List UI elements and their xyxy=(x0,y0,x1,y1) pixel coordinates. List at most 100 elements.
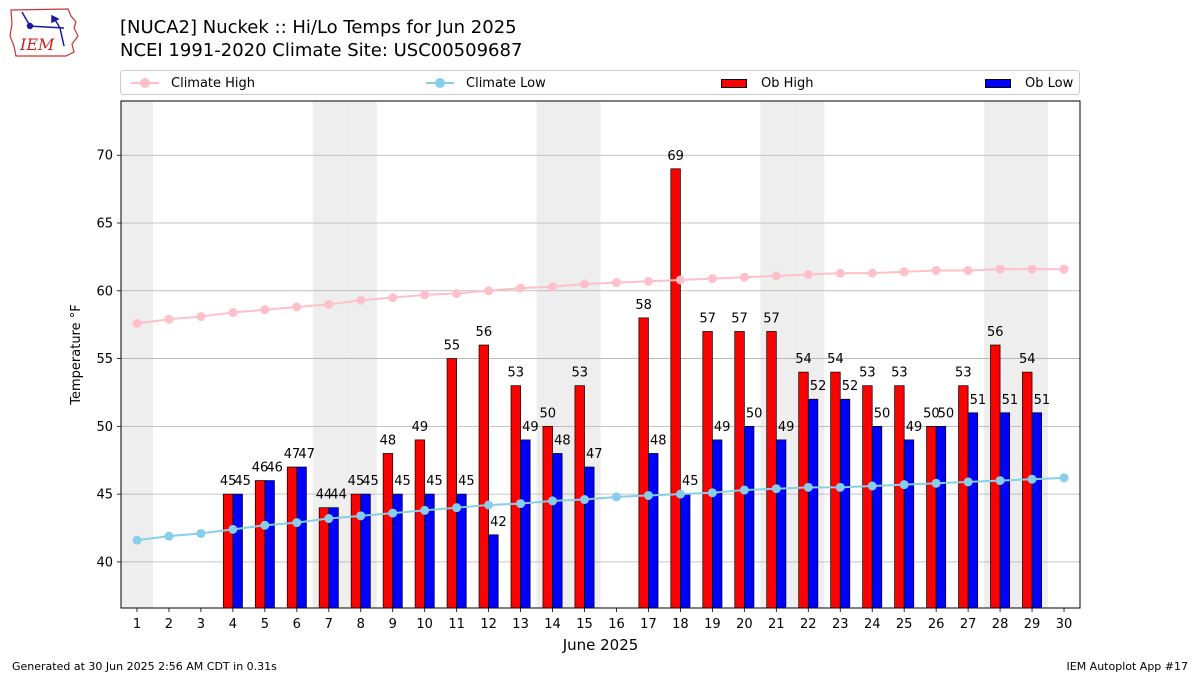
ob-high-data-label: 53 xyxy=(508,366,525,381)
climate-high-point xyxy=(995,264,1005,274)
climate-low-point xyxy=(484,500,494,510)
ob-low-bar xyxy=(296,466,307,609)
climate-low-point xyxy=(164,531,174,541)
climate-low-point xyxy=(675,489,685,499)
x-tick-label: 3 xyxy=(197,617,205,632)
ob-low-bar xyxy=(360,493,371,609)
x-tick-label: 11 xyxy=(448,617,465,632)
ob-low-bar xyxy=(1031,412,1042,609)
ob-high-data-label: 57 xyxy=(699,311,716,326)
ob-high-bar xyxy=(510,385,521,609)
climate-high-point xyxy=(1059,264,1069,274)
climate-high-point xyxy=(452,288,462,298)
climate-high-point xyxy=(548,282,558,292)
x-tick-label: 27 xyxy=(960,617,977,632)
ob-low-data-label: 51 xyxy=(970,393,987,408)
app-credit: IEM Autoplot App #17 xyxy=(1066,660,1189,673)
x-tick-label: 25 xyxy=(896,617,913,632)
y-tick-label: 45 xyxy=(96,488,113,503)
legend-label-climate-high: Climate High xyxy=(171,75,256,91)
ob-low-data-label: 52 xyxy=(842,379,859,394)
ob-high-bar xyxy=(702,331,713,609)
climate-low-point xyxy=(292,518,302,528)
climate-high-point xyxy=(580,279,590,289)
climate-high-point xyxy=(899,267,909,277)
ob-low-bar xyxy=(264,480,275,609)
ob-high-bar xyxy=(478,344,489,609)
climate-high-point xyxy=(643,276,653,286)
weather-station-icon xyxy=(21,11,65,47)
climate-high-point xyxy=(516,283,526,293)
climate-low-line xyxy=(136,476,1065,542)
ob-high-data-label: 53 xyxy=(571,366,588,381)
ob-low-data-label: 49 xyxy=(714,420,731,435)
x-tick-label: 4 xyxy=(229,617,237,632)
climate-high-point xyxy=(260,305,270,315)
climate-high-point xyxy=(388,293,398,303)
x-tick-label: 20 xyxy=(736,617,753,632)
ob-high-bar xyxy=(766,331,777,609)
ob-low-bar xyxy=(743,425,755,609)
ob-high-bar xyxy=(862,385,873,609)
climate-high-point xyxy=(867,268,877,278)
ob-low-data-label: 45 xyxy=(394,474,411,489)
y-tick-label: 40 xyxy=(96,555,113,570)
climate-high-point xyxy=(707,274,717,284)
ob-high-data-label: 53 xyxy=(955,366,972,381)
weekend-shade xyxy=(121,101,153,608)
x-tick-label: 19 xyxy=(704,617,721,632)
x-tick-label: 7 xyxy=(325,617,333,632)
ob-high-bar xyxy=(414,439,426,609)
ob-high-data-label: 50 xyxy=(923,406,940,421)
legend-label-ob-high: Ob High xyxy=(761,75,814,91)
y-tick-label: 65 xyxy=(96,217,113,232)
ob-low-bar xyxy=(680,493,691,609)
ob-high-bar xyxy=(670,168,681,609)
logo-text: IEM xyxy=(19,35,55,54)
ob-low-data-label: 47 xyxy=(298,447,315,462)
climate-high-point xyxy=(611,278,621,288)
chart-title: [NUCA2] Nuckek :: Hi/Lo Temps for Jun 20… xyxy=(120,17,517,38)
climate-low-point xyxy=(580,495,590,505)
ob-low-bar xyxy=(775,439,787,609)
legend-label-climate-low: Climate Low xyxy=(466,75,546,91)
ob-high-data-label: 45 xyxy=(348,474,365,489)
climate-high-point xyxy=(739,272,749,282)
ob-low-data-label: 51 xyxy=(1034,393,1051,408)
ob-low-bar xyxy=(232,493,243,609)
ob-high-data-label: 47 xyxy=(284,447,301,462)
climate-low-point xyxy=(196,528,206,538)
ob-low-bar xyxy=(999,412,1011,609)
ob-high-data-label: 53 xyxy=(891,366,908,381)
x-tick-label: 5 xyxy=(261,617,269,632)
climate-low-point xyxy=(931,478,941,488)
ob-high-bar xyxy=(926,425,937,609)
climate-high-point xyxy=(420,290,430,300)
ob-low-data-label: 50 xyxy=(746,406,763,421)
climate-low-line-icon xyxy=(426,78,454,88)
generated-timestamp: Generated at 30 Jun 2025 2:56 AM CDT in … xyxy=(12,660,277,673)
ob-low-swatch-icon xyxy=(985,78,1011,88)
climate-high-point xyxy=(835,268,845,278)
ob-high-data-label: 57 xyxy=(763,311,780,326)
climate-high-point xyxy=(164,314,174,324)
x-tick-label: 15 xyxy=(576,617,593,632)
x-tick-label: 16 xyxy=(608,617,625,632)
ob-low-data-label: 45 xyxy=(426,474,443,489)
ob-high-swatch-icon xyxy=(721,78,747,88)
ob-low-data-label: 44 xyxy=(330,488,347,503)
ob-low-data-label: 48 xyxy=(650,433,667,448)
ob-low-data-label: 45 xyxy=(234,474,251,489)
ob-high-bar xyxy=(542,425,553,609)
ob-low-data-label: 48 xyxy=(554,433,571,448)
climate-low-point xyxy=(260,520,270,530)
ob-high-data-label: 56 xyxy=(476,325,493,340)
legend-item-ob-high: Ob High xyxy=(721,74,814,92)
x-tick-label: 14 xyxy=(544,617,561,632)
ob-low-bar xyxy=(871,425,883,609)
climate-low-point xyxy=(899,480,909,490)
x-tick-label: 10 xyxy=(416,617,433,632)
ob-high-data-label: 55 xyxy=(444,339,461,354)
climate-high-point xyxy=(771,271,781,281)
